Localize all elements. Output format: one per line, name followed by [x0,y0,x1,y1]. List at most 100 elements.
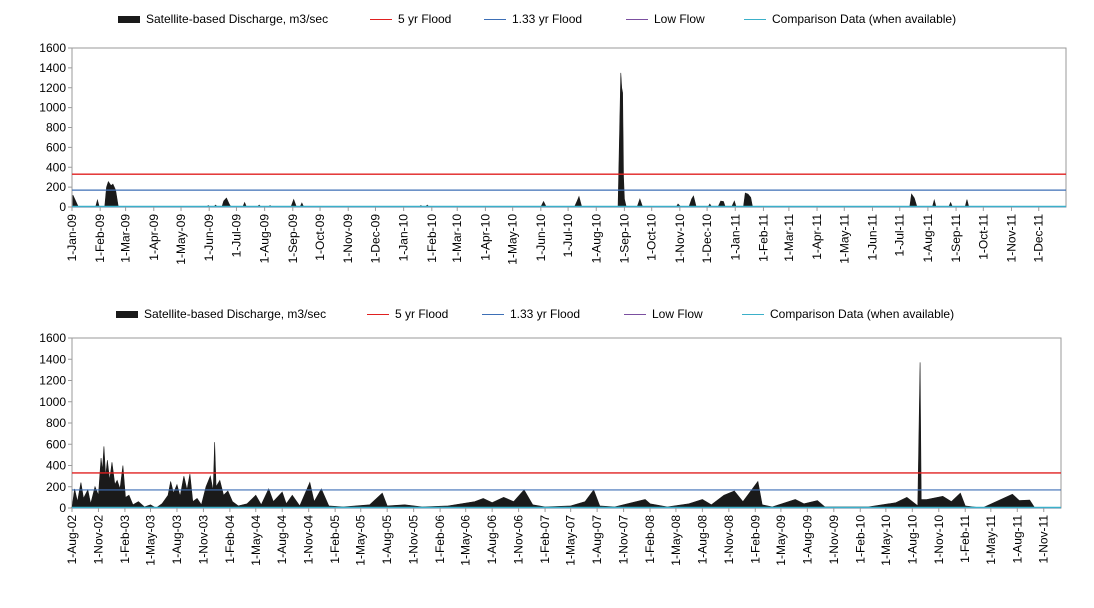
x-tick-label: 1-Feb-10 [425,214,439,263]
x-tick-label: 1-Nov-11 [1004,214,1018,263]
legend-item-lowflow: Low Flow [626,9,705,29]
y-tick-label: 600 [46,437,66,451]
legend-swatch-comparison [744,18,766,20]
legend-swatch-flood5 [367,313,389,315]
y-tick-label: 1200 [39,374,66,388]
legend-item-comparison: Comparison Data (when available) [742,304,954,324]
legend-item-flood133: 1.33 yr Flood [482,304,580,324]
y-tick-label: 1000 [39,395,66,409]
x-tick-label: 1-May-05 [354,515,368,566]
y-tick-label: 0 [59,200,66,214]
x-tick-label: 1-Apr-11 [810,214,824,260]
x-tick-label: 1-Aug-09 [258,214,272,264]
x-tick-label: 1-Jul-11 [893,214,907,257]
x-tick-label: 1-Nov-04 [302,515,316,565]
x-tick-label: 1-Feb-05 [328,515,342,564]
x-tick-label: 1-Jul-10 [561,214,575,258]
x-tick-label: 1-Jan-10 [397,214,411,262]
top-chart-panel: Satellite-based Discharge, m3/sec 5 yr F… [0,0,1094,300]
x-tick-label: 1-Aug-04 [275,515,289,565]
x-tick-label: 1-May-03 [144,515,158,566]
x-tick-label: 1-May-09 [174,214,188,265]
legend-item-lowflow: Low Flow [624,304,703,324]
legend-item-discharge: Satellite-based Discharge, m3/sec [118,9,328,29]
legend-label-lowflow: Low Flow [652,307,703,321]
y-tick-label: 1200 [39,81,66,95]
x-tick-label: 1-Nov-10 [673,214,687,264]
x-tick-label: 1-Apr-10 [478,214,492,261]
x-tick-label: 1-Nov-09 [341,214,355,264]
x-tick-label: 1-Feb-07 [538,515,552,564]
x-tick-label: 1-Aug-10 [905,515,919,565]
x-tick-label: 1-Sep-10 [617,214,631,264]
x-tick-label: 1-May-10 [879,515,893,566]
y-tick-label: 400 [46,459,66,473]
x-tick-label: 1-Aug-06 [485,515,499,565]
x-tick-label: 1-Aug-09 [800,515,814,565]
x-tick-label: 1-Sep-11 [949,214,963,263]
x-tick-label: 1-Feb-03 [118,515,132,564]
x-tick-label: 1-Jan-11 [728,214,742,261]
legend-item-discharge: Satellite-based Discharge, m3/sec [116,304,326,324]
top-legend: Satellite-based Discharge, m3/sec 5 yr F… [0,9,1094,29]
plot-area-frame [71,47,1067,208]
y-tick-label: 800 [46,121,66,135]
x-tick-label: 1-Dec-09 [368,214,382,264]
x-tick-label: 1-May-09 [774,515,788,566]
legend-label-discharge: Satellite-based Discharge, m3/sec [144,307,327,321]
x-tick-label: 1-Nov-11 [1037,515,1051,564]
x-tick-label: 1-Aug-11 [1010,515,1024,564]
x-tick-label: 1-Feb-04 [223,515,237,564]
legend-swatch-comparison [742,313,764,315]
y-tick-label: 1600 [39,41,66,55]
x-tick-label: 1-Aug-11 [921,214,935,263]
legend-label-lowflow: Low Flow [654,12,705,26]
discharge-series-area [71,362,1061,509]
legend-swatch-flood133 [482,313,504,315]
bottom-discharge-chart: 0 200 400 600 800 1000 1200 1400 1600 1-Aug-02 1-N… [39,331,1062,566]
y-tick-label: 200 [46,180,66,194]
bottom-chart-panel: Satellite-based Discharge, m3/sec 5 yr F… [0,300,1094,608]
x-tick-label: 1-Mar-11 [782,214,796,262]
x-tick-label: 1-Feb-08 [643,515,657,564]
x-tick-label: 1-Nov-06 [512,515,526,565]
discharge-series-area [72,72,970,208]
x-tick-label: 1-Nov-07 [617,515,631,565]
legend-label-flood5: 5 yr Flood [395,307,449,321]
x-tick-label: 1-Aug-05 [380,515,394,565]
x-tick-label: 1-Apr-09 [147,214,161,261]
y-tick-label: 1000 [39,101,66,115]
x-tick-label: 1-May-04 [249,515,263,566]
x-tick-label: 1-May-11 [837,214,851,264]
x-tick-label: 1-Mar-09 [119,214,133,263]
x-tick-label: 1-Nov-02 [91,515,105,565]
x-tick-label: 1-Aug-10 [589,214,603,264]
x-tick-label: 1-May-08 [669,515,683,566]
legend-item-flood5: 5 yr Flood [367,304,448,324]
legend-item-flood5: 5 yr Flood [370,9,451,29]
x-tick-label: 1-Aug-03 [170,515,184,565]
legend-item-comparison: Comparison Data (when available) [744,9,956,29]
legend-swatch-discharge [116,310,138,318]
x-tick-label: 1-May-10 [506,214,520,265]
x-tick-label: 1-Nov-05 [407,515,421,565]
x-tick-label: 1-Aug-08 [695,515,709,565]
legend-label-flood5: 5 yr Flood [398,12,452,26]
legend-label-flood133: 1.33 yr Flood [510,307,581,321]
x-tick-label: 1-Nov-08 [722,515,736,565]
x-tick-label: 1-Jun-10 [534,214,548,262]
x-tick-label: 1-Oct-11 [976,214,990,260]
y-tick-label: 1400 [39,61,66,75]
bottom-legend: Satellite-based Discharge, m3/sec 5 yr F… [0,304,1094,324]
x-tick-label: 1-Feb-11 [756,214,770,262]
y-tick-label: 400 [46,160,66,174]
x-tick-label: 1-Aug-02 [65,515,79,565]
x-tick-label: 1-Nov-09 [827,515,841,565]
x-tick-label: 1-Jul-09 [229,214,243,258]
x-tick-label: 1-Feb-10 [853,515,867,564]
y-tick-label: 0 [59,501,66,515]
x-tick-label: 1-Aug-07 [590,515,604,565]
y-tick-label: 1600 [39,331,66,345]
x-tick-label: 1-Jan-09 [65,214,79,262]
legend-label-comparison: Comparison Data (when available) [772,12,957,26]
